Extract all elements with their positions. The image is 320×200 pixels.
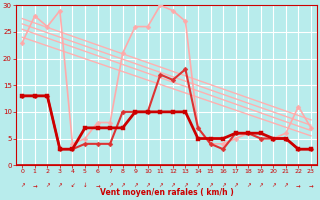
X-axis label: Vent moyen/en rafales ( km/h ): Vent moyen/en rafales ( km/h ) [100,188,234,197]
